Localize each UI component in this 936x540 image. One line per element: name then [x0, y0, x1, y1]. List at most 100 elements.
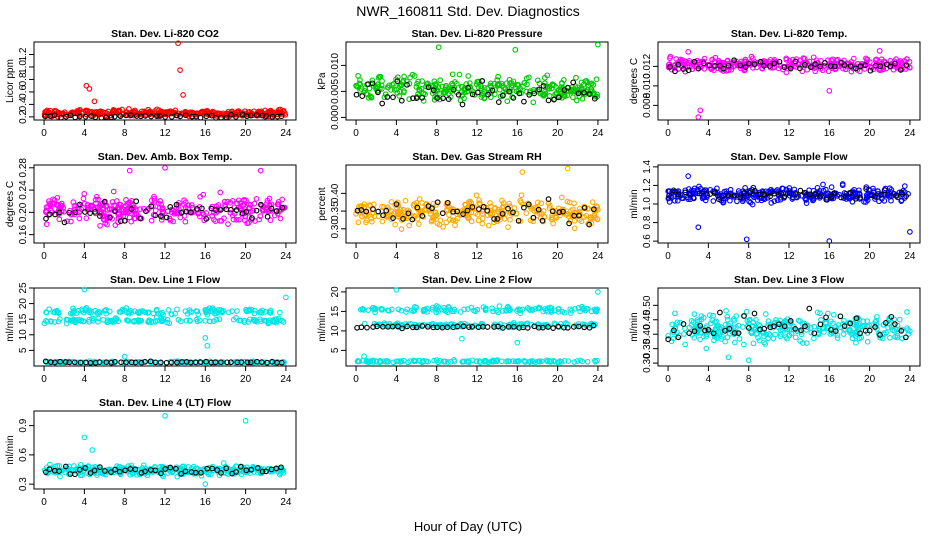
- reference-point: [218, 359, 224, 366]
- reference-point: [152, 359, 159, 366]
- outlier-point: [283, 294, 289, 301]
- panel-title: Stan. Dev. Line 4 (LT) Flow: [99, 397, 232, 409]
- data-point: [594, 216, 601, 223]
- reference-point: [112, 466, 118, 473]
- outlier-point: [355, 72, 361, 79]
- panel-title: Stan. Dev. Line 2 Flow: [422, 274, 533, 286]
- data-point: [361, 320, 368, 327]
- data-point: [724, 57, 731, 64]
- data-point: [881, 197, 888, 204]
- data-point: [540, 93, 547, 99]
- reference-point: [96, 359, 103, 365]
- reference-point: [450, 208, 456, 215]
- reference-point: [767, 193, 773, 200]
- reference-point: [670, 187, 677, 194]
- data-point: [536, 304, 542, 311]
- reference-point: [807, 64, 814, 70]
- outlier-point: [685, 48, 692, 55]
- data-point: [850, 190, 857, 196]
- data-point: [397, 206, 404, 213]
- data-point: [492, 87, 498, 93]
- data-point: [725, 60, 732, 67]
- data-point: [134, 472, 140, 478]
- outlier-point: [89, 447, 96, 453]
- data-point: [224, 198, 231, 205]
- data-point: [828, 184, 835, 190]
- data-point: [251, 310, 258, 317]
- reference-point: [162, 114, 169, 120]
- x-tick-label: 0: [41, 497, 47, 508]
- reference-point: [223, 465, 230, 472]
- reference-point: [524, 325, 531, 331]
- data-point: [538, 358, 545, 365]
- data-point: [731, 317, 738, 324]
- data-point: [570, 94, 576, 101]
- data-point: [137, 317, 143, 324]
- x-tick-label: 20: [864, 374, 876, 385]
- reference-point: [163, 214, 170, 221]
- reference-point: [359, 93, 366, 99]
- y-tick-label: 0.35: [642, 338, 653, 358]
- reference-point: [238, 359, 245, 365]
- data-point: [546, 357, 553, 364]
- data-point: [479, 220, 486, 227]
- x-tick-label: 0: [665, 374, 671, 385]
- reference-point: [167, 464, 174, 471]
- data-point: [223, 470, 230, 477]
- reference-point: [792, 58, 799, 65]
- data-point: [510, 78, 517, 85]
- y-tick-label: 0.40: [642, 324, 653, 344]
- data-point: [198, 472, 205, 479]
- reference-point: [390, 215, 396, 221]
- y-tick-label: 0.010: [330, 52, 341, 77]
- reference-point: [787, 65, 794, 72]
- outlier-point: [361, 353, 367, 360]
- x-tick-label: 12: [159, 251, 171, 262]
- reference-point: [893, 193, 900, 199]
- reference-point: [263, 113, 270, 119]
- y-tick-label: 25: [18, 282, 29, 294]
- reference-point: [182, 468, 189, 475]
- reference-point: [484, 324, 491, 330]
- data-point: [555, 306, 562, 313]
- y-tick-label: 0.6: [18, 447, 29, 461]
- reference-point: [675, 61, 682, 68]
- reference-point: [223, 114, 230, 121]
- data-point: [411, 73, 418, 79]
- reference-point: [217, 207, 224, 213]
- data-point: [126, 214, 133, 221]
- data-point: [140, 462, 147, 469]
- data-point: [356, 358, 363, 365]
- data-point: [762, 311, 769, 317]
- reference-point: [375, 89, 381, 96]
- x-tick-label: 4: [394, 374, 400, 385]
- data-point: [546, 85, 552, 92]
- reference-point: [665, 336, 672, 343]
- outlier-point: [162, 413, 168, 419]
- reference-point: [742, 64, 749, 70]
- outlier-point: [512, 46, 519, 53]
- data-point: [558, 91, 565, 97]
- data-point: [798, 192, 805, 199]
- x-tick-label: 20: [552, 251, 564, 262]
- x-tick-label: 8: [122, 251, 128, 262]
- data-point: [420, 98, 427, 104]
- panel-title: Stan. Dev. Amb. Box Temp.: [98, 151, 233, 163]
- data-point: [904, 56, 910, 63]
- data-point: [103, 310, 110, 317]
- data-point: [200, 191, 207, 198]
- data-point: [166, 320, 173, 327]
- reference-point: [823, 196, 830, 203]
- reference-point: [778, 190, 784, 197]
- data-point: [592, 358, 599, 365]
- y-tick-label: 0.4: [18, 97, 29, 111]
- data-point: [364, 357, 370, 364]
- reference-point: [847, 320, 854, 327]
- data-point: [84, 470, 91, 476]
- reference-point: [132, 359, 139, 366]
- data-point: [193, 110, 200, 117]
- data-point: [187, 318, 193, 324]
- reference-point: [142, 358, 148, 365]
- reference-point: [152, 212, 159, 219]
- data-point: [473, 192, 480, 199]
